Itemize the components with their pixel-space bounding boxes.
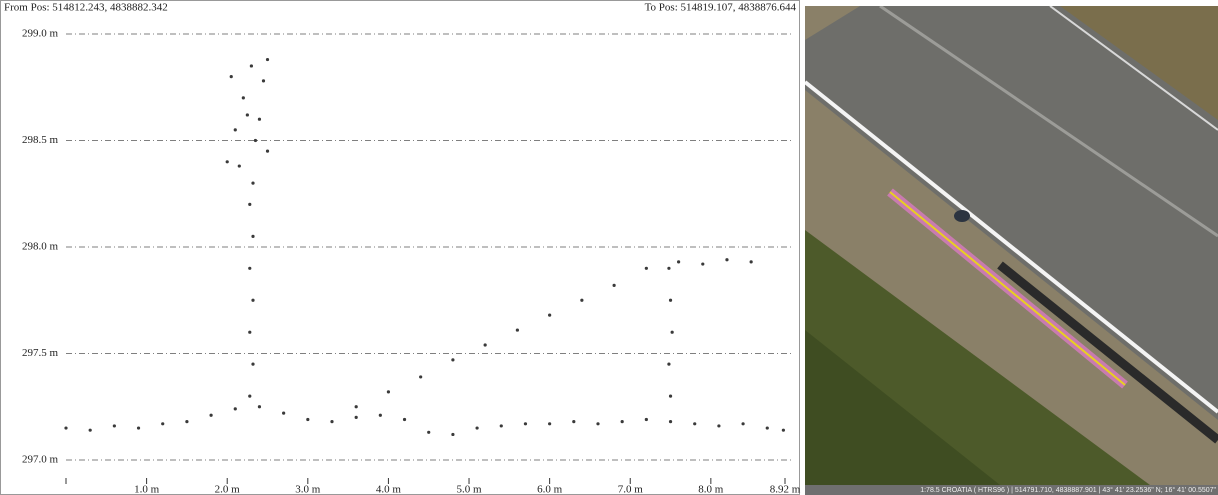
point: [253, 138, 258, 143]
y-tick-label: 297.5 m: [22, 347, 59, 359]
point: [701, 262, 705, 266]
point: [225, 160, 229, 164]
point: [670, 330, 674, 334]
point: [248, 394, 252, 398]
point: [306, 417, 310, 422]
point: [644, 417, 648, 422]
point: [765, 426, 769, 430]
point: [354, 405, 358, 409]
to-position: To Pos: 514819.107, 4838876.644: [645, 2, 797, 14]
x-tick-label: 6.0 m: [537, 484, 563, 495]
x-tick-label: 2.0 m: [215, 484, 241, 495]
point: [419, 375, 423, 379]
point: [499, 424, 503, 428]
point: [265, 57, 270, 62]
point: [667, 266, 671, 270]
point: [668, 420, 673, 424]
point: [233, 407, 237, 411]
point: [667, 362, 671, 366]
point: [251, 298, 255, 302]
point: [64, 426, 68, 430]
point: [161, 422, 165, 426]
point: [451, 432, 455, 437]
y-tick-label: 299.0 m: [22, 28, 59, 40]
point: [427, 430, 431, 434]
point: [781, 428, 785, 432]
point: [386, 390, 391, 394]
point: [249, 64, 253, 68]
point: [402, 417, 407, 422]
point: [612, 283, 616, 287]
point: [251, 234, 255, 238]
point: [88, 428, 92, 432]
point: [265, 149, 270, 153]
x-tick-label: 3.0 m: [295, 484, 321, 495]
x-tick-label: 8.0 m: [698, 484, 724, 495]
point: [693, 422, 697, 426]
x-tick-label: 7.0 m: [618, 484, 644, 495]
point: [248, 330, 252, 334]
y-tick-label: 297.0 m: [22, 454, 59, 466]
status-bar: 1:78.5 CROATIA ( HTRS96 ) | 514791.710, …: [920, 486, 1216, 494]
point: [136, 426, 141, 430]
point: [248, 266, 252, 270]
point: [251, 362, 255, 366]
x-tick-label: 8.92 m: [770, 484, 801, 495]
point: [451, 358, 455, 362]
point: [378, 413, 382, 417]
aerial-image: 1:78.5 CROATIA ( HTRS96 ) | 514791.710, …: [805, 6, 1218, 495]
point: [241, 96, 245, 100]
point: [237, 164, 241, 168]
point: [580, 298, 584, 302]
point: [229, 75, 233, 79]
point: [596, 422, 600, 426]
point: [483, 343, 487, 347]
point: [248, 202, 252, 206]
point: [548, 422, 552, 426]
point: [185, 420, 189, 424]
point: [523, 422, 528, 426]
x-tick-label: 1.0 m: [134, 484, 160, 495]
point: [644, 266, 648, 270]
point: [261, 79, 266, 83]
point: [548, 313, 552, 317]
point: [725, 258, 729, 262]
point: [233, 128, 237, 132]
point: [330, 420, 334, 424]
point: [209, 413, 213, 417]
x-tick-label: 5.0 m: [456, 484, 482, 495]
point: [112, 424, 116, 428]
point: [257, 405, 262, 409]
from-position: From Pos: 514812.243, 4838882.342: [4, 2, 168, 14]
point: [717, 424, 721, 428]
point: [282, 411, 286, 415]
point: [620, 420, 624, 424]
point: [515, 328, 519, 332]
point: [668, 298, 673, 302]
y-tick-label: 298.5 m: [22, 134, 59, 146]
point: [741, 422, 745, 426]
point: [354, 415, 358, 419]
point: [257, 117, 262, 121]
point: [749, 260, 753, 264]
profile-panel: [0, 0, 800, 495]
point: [475, 426, 479, 430]
point: [677, 260, 681, 264]
x-tick-label: 4.0 m: [376, 484, 402, 495]
point: [245, 113, 249, 117]
point: [668, 394, 673, 398]
point: [251, 181, 255, 185]
point: [572, 420, 576, 424]
y-tick-label: 298.0 m: [22, 241, 59, 253]
